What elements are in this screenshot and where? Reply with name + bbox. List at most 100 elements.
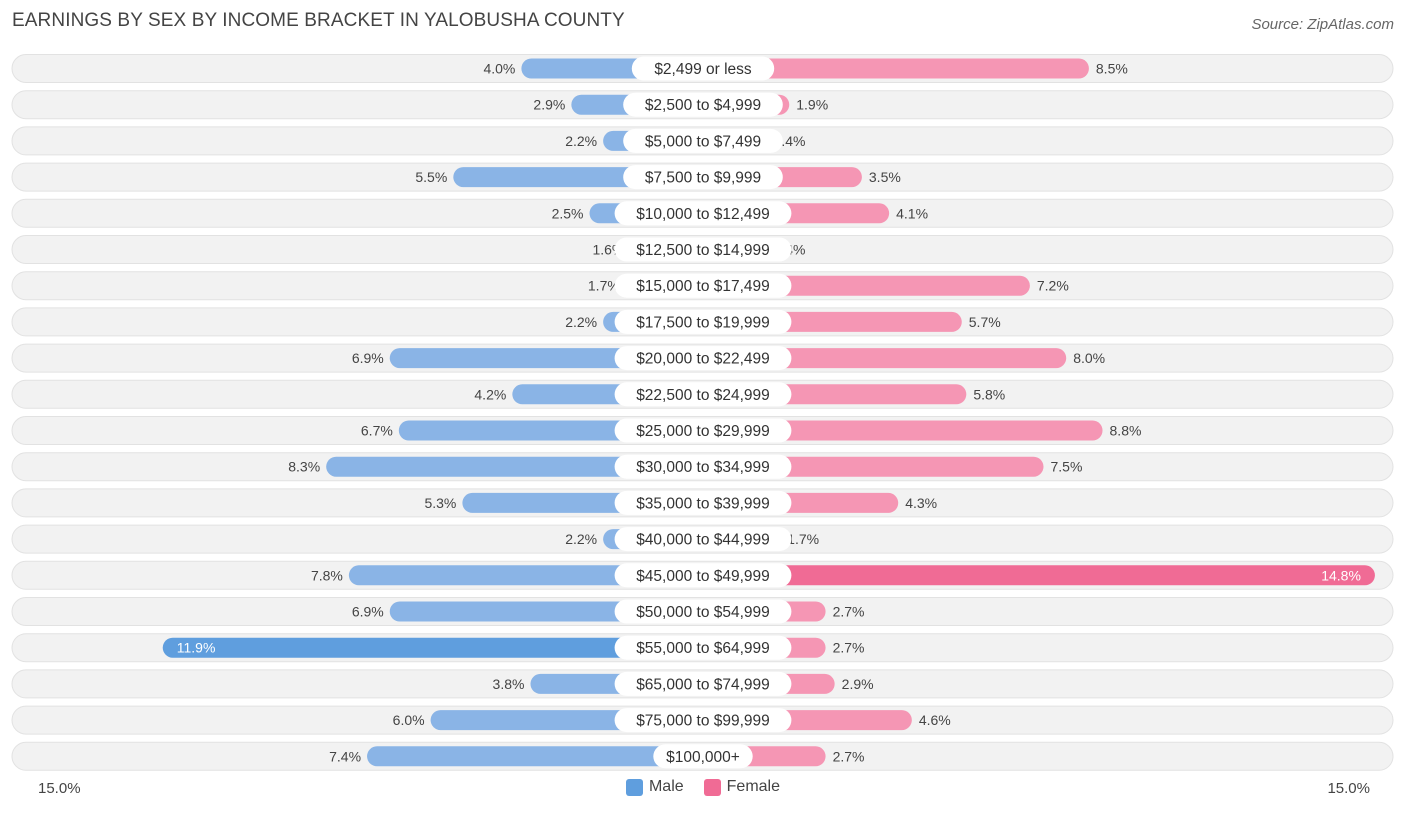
category-label: $10,000 to $12,499 [636, 206, 770, 223]
male-bar[interactable] [348, 565, 703, 586]
category-pill [614, 454, 792, 479]
table-row: 4.2% 5.8% $22,500 to $24,999 [11, 379, 1394, 409]
category-label: $5,000 to $7,499 [645, 133, 761, 150]
category-label: $30,000 to $34,999 [636, 459, 770, 476]
category-label: $15,000 to $17,499 [636, 278, 770, 295]
axis-right-label: 15.0% [1327, 780, 1370, 797]
table-row: 6.9% 8.0% $20,000 to $22,499 [11, 343, 1394, 373]
table-row: 5.3% 4.3% $35,000 to $39,999 [11, 488, 1394, 518]
male-value-label: 7.8% [311, 567, 343, 583]
female-value-label: 4.6% [919, 712, 951, 728]
table-row: 7.4% 2.7% $100,000+ [11, 741, 1394, 771]
category-pill [614, 599, 792, 624]
chart-title: EARNINGS BY SEX BY INCOME BRACKET IN YAL… [12, 10, 625, 31]
category-label: $25,000 to $29,999 [636, 423, 770, 440]
table-row: 5.5% 3.5% $7,500 to $9,999 [11, 162, 1394, 192]
table-row: 4.0% 8.5% $2,499 or less [11, 54, 1394, 83]
category-pill [653, 744, 753, 769]
male-value-label: 2.2% [565, 133, 597, 149]
table-row: 6.0% 4.6% $75,000 to $99,999 [11, 705, 1394, 735]
female-value-label: 7.5% [1051, 459, 1083, 475]
male-value-label: 8.3% [288, 459, 320, 475]
table-row: 8.3% 7.5% $30,000 to $34,999 [11, 452, 1394, 482]
legend-item-female[interactable]: Female [703, 778, 781, 796]
male-bar[interactable] [367, 746, 703, 767]
female-value-label: 7.2% [1037, 278, 1069, 294]
male-value-label: 1.7% [588, 278, 620, 294]
female-value-label: 2.7% [833, 640, 865, 656]
male-value-label: 5.3% [424, 495, 456, 511]
category-label: $45,000 to $49,999 [636, 568, 770, 585]
male-value-label: 3.8% [493, 676, 525, 692]
male-value-label: 5.5% [415, 169, 447, 185]
female-bar[interactable] [703, 58, 1089, 79]
female-value-label: 5.8% [973, 386, 1005, 402]
category-label: $75,000 to $99,999 [636, 713, 770, 730]
table-row: 1.6%1.4%$12,500 to $14,999 [11, 235, 1394, 264]
category-pill [614, 309, 792, 334]
male-value-label: 4.0% [483, 61, 515, 77]
female-value-label: 1.7% [787, 531, 819, 547]
table-row: 11.9% 2.7% $55,000 to $64,999 [11, 633, 1394, 663]
table-row: 2.2% 1.4%$5,000 to $7,499 [11, 126, 1394, 156]
female-value-label: 4.1% [896, 205, 928, 221]
table-row: 1.7% 7.2% $15,000 to $17,499 [11, 271, 1394, 301]
category-pill [614, 708, 792, 733]
category-pill [614, 527, 792, 552]
category-pill [623, 128, 783, 153]
male-bar[interactable] [326, 456, 703, 477]
category-label: $20,000 to $22,499 [636, 351, 770, 368]
category-label: $65,000 to $74,999 [636, 676, 770, 693]
legend: Male Female [0, 778, 1406, 796]
category-pill [623, 165, 783, 190]
table-row: 2.9% 1.9% $2,500 to $4,999 [11, 90, 1394, 120]
category-pill [614, 635, 792, 660]
female-value-label: 2.9% [842, 676, 874, 692]
female-value-label: 8.5% [1096, 61, 1128, 77]
legend-label-female: Female [726, 778, 781, 795]
category-pill [614, 418, 792, 443]
female-value-label: 3.5% [869, 169, 901, 185]
category-label: $100,000+ [666, 749, 740, 766]
table-row: 3.8% 2.9% $65,000 to $74,999 [11, 669, 1394, 699]
female-value-label: 1.9% [796, 97, 828, 113]
category-label: $22,500 to $24,999 [636, 387, 770, 404]
male-value-label: 2.2% [565, 531, 597, 547]
male-value-label: 2.5% [552, 205, 584, 221]
category-pill [614, 346, 792, 371]
female-value-label: 5.7% [969, 314, 1001, 330]
category-label: $7,500 to $9,999 [645, 170, 761, 187]
category-pill [623, 92, 783, 117]
female-value-label: 8.8% [1110, 423, 1142, 439]
female-value-label: 4.3% [905, 495, 937, 511]
female-swatch-icon [703, 778, 721, 796]
chart-source: Source: ZipAtlas.com [1251, 16, 1394, 33]
table-row: 6.7% 8.8% $25,000 to $29,999 [11, 416, 1394, 445]
category-label: $35,000 to $39,999 [636, 495, 770, 512]
table-row: 7.8% 14.8% $45,000 to $49,999 [11, 560, 1394, 590]
male-swatch-icon [625, 778, 643, 796]
male-value-label: 2.9% [533, 97, 565, 113]
category-label: $50,000 to $54,999 [636, 604, 770, 621]
category-pill [614, 273, 792, 298]
category-label: $12,500 to $14,999 [636, 242, 770, 259]
female-bar[interactable] [703, 348, 1067, 369]
male-value-label: 7.4% [329, 748, 361, 764]
female-value-label: 14.8% [1321, 567, 1361, 583]
legend-item-male[interactable]: Male [625, 778, 684, 796]
male-value-label: 2.2% [565, 314, 597, 330]
female-bar[interactable] [703, 420, 1103, 441]
category-label: $40,000 to $44,999 [636, 532, 770, 549]
male-bar[interactable] [162, 637, 704, 658]
male-value-label: 6.9% [352, 604, 384, 620]
category-pill [614, 671, 792, 696]
table-row: 6.9% 2.7% $50,000 to $54,999 [11, 597, 1394, 626]
male-value-label: 6.0% [393, 712, 425, 728]
female-value-label: 8.0% [1073, 350, 1105, 366]
table-row: 2.2% 1.7% $40,000 to $44,999 [11, 524, 1394, 554]
female-bar[interactable] [703, 565, 1375, 586]
chart-plot: 4.0% 8.5% $2,499 or less 2.9% 1.9% $2,500 to … [11, 54, 1394, 771]
category-pill [614, 237, 792, 262]
category-label: $2,500 to $4,999 [645, 97, 761, 114]
male-value-label: 6.9% [352, 350, 384, 366]
